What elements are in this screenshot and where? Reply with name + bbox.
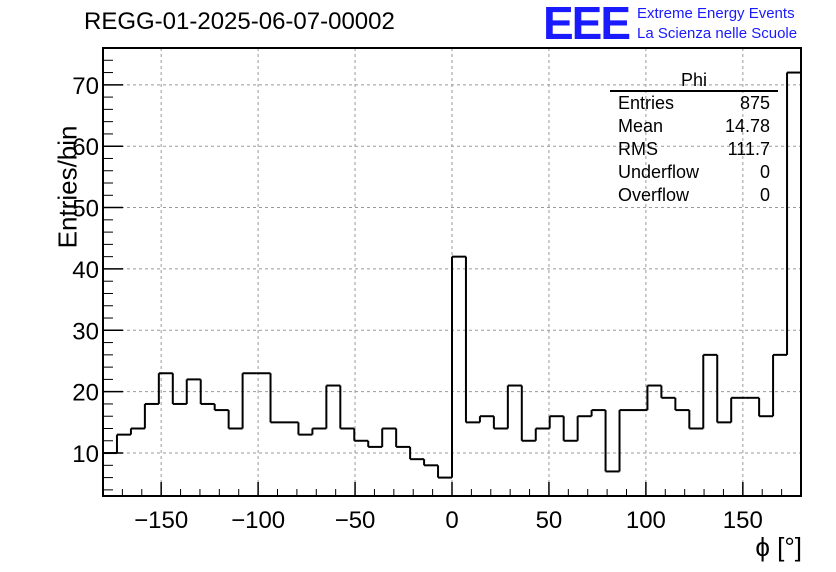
stats-row: Overflow 0: [610, 184, 778, 207]
y-tick-label: 40: [72, 257, 99, 284]
x-tick-label: −50: [335, 507, 376, 534]
x-tick-label: −100: [231, 507, 285, 534]
y-tick-label: 60: [72, 134, 99, 161]
stats-label: RMS: [618, 139, 658, 159]
x-tick-label: 100: [626, 507, 666, 534]
x-axis-label: ϕ [°]: [755, 532, 802, 562]
y-tick-label: 30: [72, 318, 99, 345]
x-tick-label: 150: [723, 507, 763, 534]
chart-title: REGG-01-2025-06-07-00002: [84, 8, 395, 35]
stats-row: Entries 875: [610, 92, 778, 115]
stats-value: 14.78: [724, 116, 770, 136]
eee-logo: EEE: [543, 0, 631, 49]
x-tick-label: −150: [134, 507, 188, 534]
y-tick-label: 20: [72, 380, 99, 407]
tick-labels: −150 −100 −50 0 50 100 150 10 20 30 40 50 60 70: [72, 73, 763, 534]
stats-title: Phi: [610, 70, 778, 92]
y-tick-label: 50: [72, 196, 99, 223]
stats-row: Underflow 0: [610, 161, 778, 184]
eee-logo-text: Extreme Energy Events La Scienza nelle S…: [637, 4, 797, 44]
stats-label: Mean: [618, 116, 664, 136]
logo-line-2: La Scienza nelle Scuole: [637, 25, 798, 42]
logo-line-1: Extreme Energy Events: [637, 5, 795, 22]
y-axis-label: Entries/bin: [52, 125, 83, 249]
stats-label: Overflow: [618, 185, 690, 205]
axes: [102, 47, 802, 497]
stats-value: 0: [759, 185, 770, 205]
y-tick-label: 70: [72, 73, 99, 100]
stats-row: RMS 111.7: [610, 138, 778, 161]
stats-label: Entries: [618, 93, 675, 113]
x-tick-label: 0: [445, 507, 458, 534]
stats-value: 111.7: [727, 139, 770, 159]
stats-label: Underflow: [618, 162, 700, 182]
stats-box: Phi Entries 875 Mean 14.78 RMS 111.7 Und…: [610, 70, 778, 207]
stats-value: 875: [739, 93, 770, 113]
x-tick-label: 50: [536, 507, 563, 534]
y-tick-label: 10: [72, 441, 99, 468]
stats-row: Mean 14.78: [610, 115, 778, 138]
stats-value: 0: [759, 162, 770, 182]
